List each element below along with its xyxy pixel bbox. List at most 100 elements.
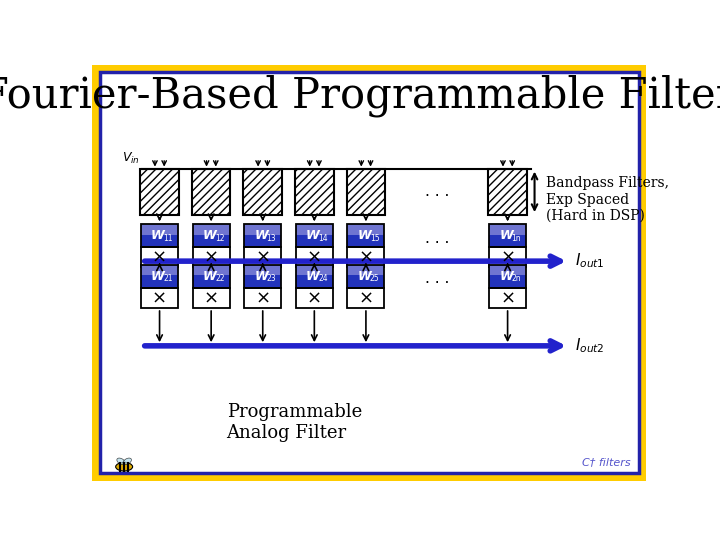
Bar (192, 168, 230, 215)
Bar (296, 265, 333, 288)
Bar (193, 224, 230, 247)
Text: ×: × (152, 248, 167, 266)
Text: ×: × (359, 248, 374, 266)
Text: ×: × (500, 289, 516, 307)
Text: 15: 15 (370, 233, 379, 242)
Bar (141, 265, 178, 288)
Bar (489, 224, 526, 247)
Text: ×: × (307, 248, 322, 266)
Bar (193, 265, 230, 288)
Text: 2n: 2n (511, 274, 521, 284)
Bar (489, 288, 526, 308)
Text: W: W (203, 270, 217, 283)
Text: 23: 23 (266, 274, 276, 284)
Text: $V_{in}$: $V_{in}$ (122, 151, 140, 166)
Bar (244, 224, 282, 247)
Bar (244, 224, 282, 247)
Bar (244, 224, 282, 234)
Bar (141, 265, 178, 288)
Text: 21: 21 (163, 274, 173, 284)
Bar (346, 168, 385, 215)
Ellipse shape (116, 462, 132, 471)
Text: W: W (254, 230, 268, 242)
Bar (244, 288, 282, 308)
Bar (141, 265, 178, 275)
Ellipse shape (123, 458, 132, 464)
Text: W: W (306, 230, 320, 242)
Text: ×: × (500, 248, 516, 266)
Text: . . .: . . . (425, 272, 449, 286)
Text: ×: × (204, 289, 219, 307)
Text: W: W (306, 270, 320, 283)
Text: 13: 13 (266, 233, 276, 242)
Text: 11: 11 (163, 233, 173, 242)
Bar (244, 265, 282, 288)
Bar (348, 247, 384, 267)
Text: W: W (254, 270, 268, 283)
Bar (296, 265, 333, 275)
Bar (243, 168, 282, 215)
Text: ×: × (152, 289, 167, 307)
Text: ×: × (359, 289, 374, 307)
Bar (489, 224, 526, 247)
Bar (489, 247, 526, 267)
Bar (488, 168, 527, 215)
Bar (193, 224, 230, 234)
Bar (489, 265, 526, 275)
Text: 12: 12 (215, 233, 225, 242)
Bar (489, 265, 526, 288)
Text: Fourier-Based Programmable Filters: Fourier-Based Programmable Filters (0, 75, 720, 117)
Bar (348, 288, 384, 308)
Bar (193, 224, 230, 247)
Bar (348, 224, 384, 234)
Text: . . .: . . . (425, 184, 449, 199)
Bar (296, 288, 333, 308)
Text: W: W (203, 230, 217, 242)
Bar (296, 247, 333, 267)
Bar (193, 265, 230, 275)
Bar (296, 265, 333, 288)
Text: $I_{out2}$: $I_{out2}$ (575, 336, 605, 355)
Text: $I_{out1}$: $I_{out1}$ (575, 252, 605, 271)
Bar (296, 224, 333, 247)
Text: W: W (499, 270, 513, 283)
Bar (140, 168, 179, 215)
Bar (489, 265, 526, 288)
Text: 1n: 1n (511, 233, 521, 242)
Text: ×: × (307, 289, 322, 307)
Text: 14: 14 (318, 233, 328, 242)
Text: . . .: . . . (425, 231, 449, 246)
Bar (296, 224, 333, 234)
Bar (348, 224, 384, 247)
Bar (193, 247, 230, 267)
Bar (141, 288, 178, 308)
Bar (244, 247, 282, 267)
Text: W: W (358, 270, 372, 283)
Bar (141, 224, 178, 247)
Text: W: W (151, 230, 165, 242)
Bar (141, 247, 178, 267)
Text: ×: × (204, 248, 219, 266)
Bar (348, 265, 384, 288)
Bar (141, 224, 178, 247)
Bar (244, 265, 282, 288)
Bar (244, 265, 282, 275)
Bar (193, 265, 230, 288)
Text: Programmable
Analog Filter: Programmable Analog Filter (227, 403, 362, 442)
Bar (295, 168, 333, 215)
Bar (348, 224, 384, 247)
Text: ×: × (255, 289, 270, 307)
Text: 24: 24 (318, 274, 328, 284)
Text: 25: 25 (370, 274, 379, 284)
Bar (296, 224, 333, 247)
Text: W: W (499, 230, 513, 242)
Bar (348, 265, 384, 288)
Bar (193, 288, 230, 308)
Text: C† filters: C† filters (582, 457, 631, 467)
Text: 22: 22 (215, 274, 225, 284)
Bar (348, 265, 384, 275)
Text: W: W (151, 270, 165, 283)
Bar (141, 224, 178, 234)
Text: Bandpass Filters,
Exp Spaced
(Hard in DSP): Bandpass Filters, Exp Spaced (Hard in DS… (546, 177, 669, 222)
Bar (489, 224, 526, 234)
